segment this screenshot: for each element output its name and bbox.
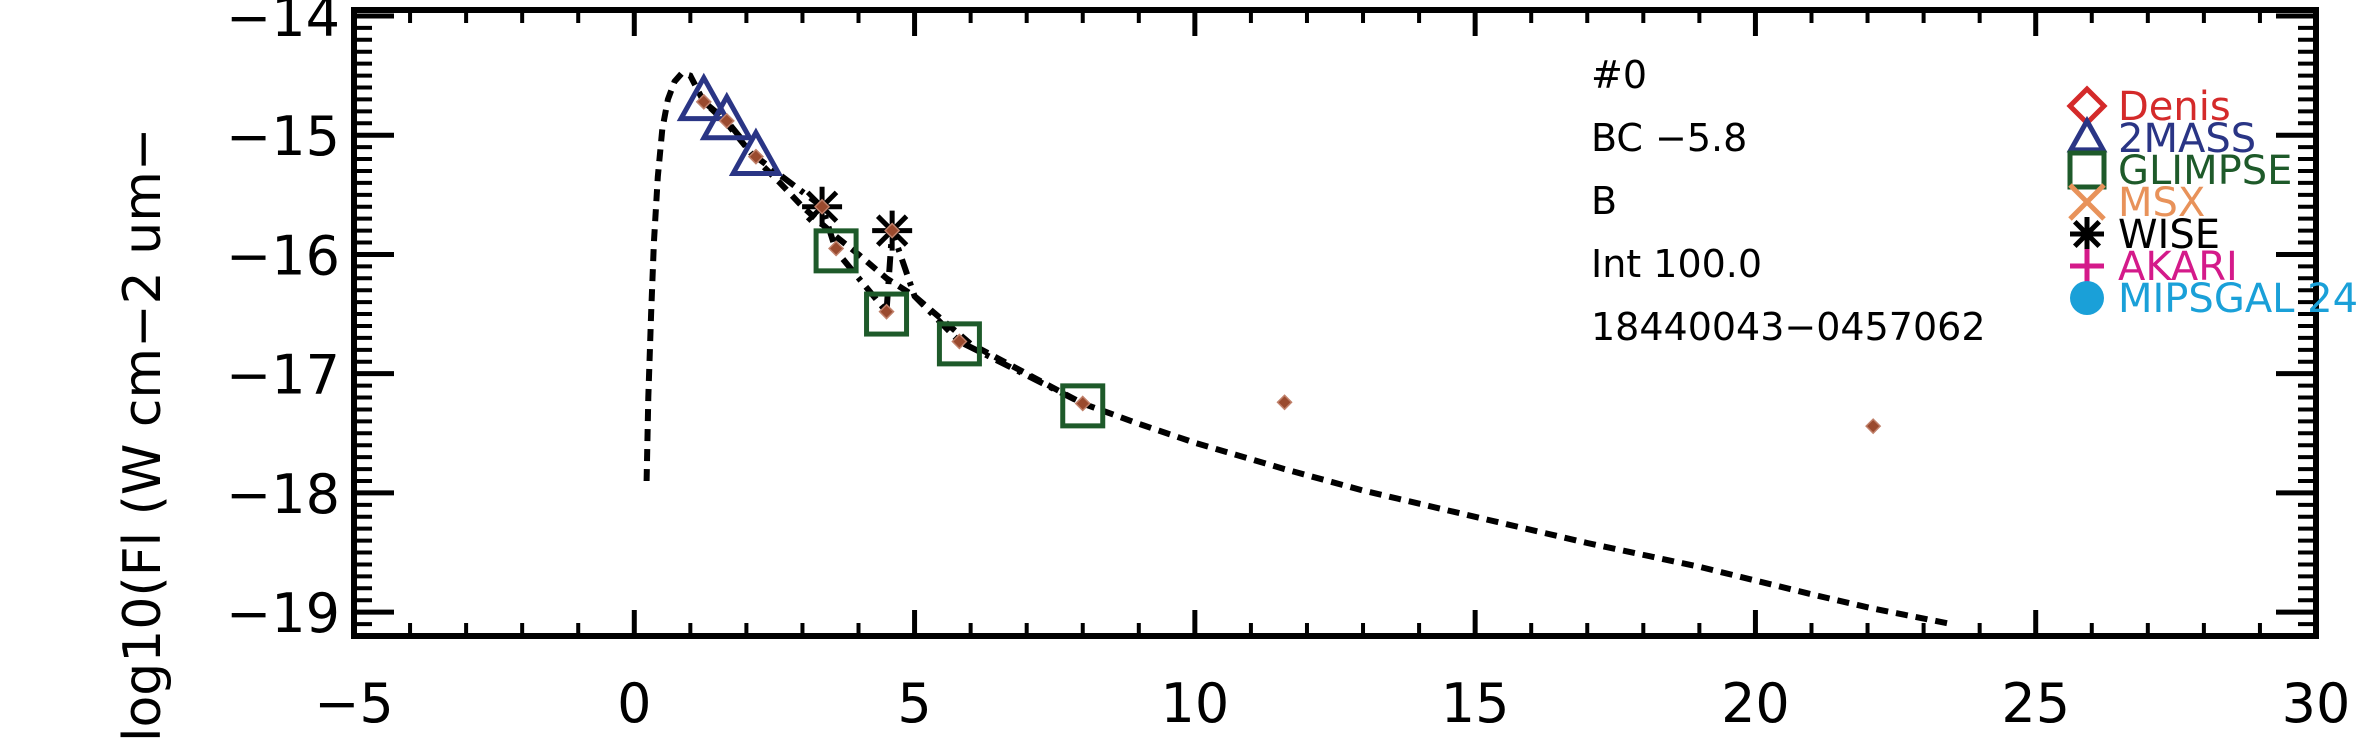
x-tick-label: 5	[897, 672, 931, 735]
x-tick-label: 20	[1721, 672, 1790, 735]
y-tick-label: −16	[226, 224, 340, 287]
y-tick-label: −18	[226, 463, 340, 526]
x-tick-label: 25	[2001, 672, 2070, 735]
model-flux-point	[695, 93, 712, 110]
model-flux-point	[884, 222, 901, 239]
legend-wise-marker	[2070, 217, 2104, 251]
y-tick-label: −15	[226, 105, 340, 168]
model-flux-point	[951, 333, 968, 350]
y-tick-label: −14	[226, 0, 340, 49]
x-tick-label: −5	[314, 672, 394, 735]
glimpse-marker	[813, 228, 859, 274]
legend-glimpse-marker	[2067, 150, 2107, 190]
legend-label-glimpse: GLIMPSE	[2118, 148, 2292, 194]
2mass-marker	[728, 127, 783, 176]
legend-label-denis: Denis	[2118, 84, 2231, 130]
model-flux-point	[1865, 418, 1882, 435]
y-axis-title: log10(Fl (W cm−2 um−	[113, 128, 173, 742]
legend-akari-marker	[2070, 249, 2104, 283]
2mass-marker	[676, 72, 731, 122]
model-flux-point	[828, 240, 845, 257]
axis-tick-labels: −5 0 5 10 15 20 25 30 −19 −18 −17 −16 −15 −14	[226, 0, 2350, 735]
legend-label-akari: AKARI	[2118, 244, 2238, 290]
model-flux-point	[1074, 395, 1091, 412]
data-markers	[676, 72, 1882, 435]
x-tick-label: 10	[1160, 672, 1229, 735]
legend-label-2mass: 2MASS	[2118, 116, 2256, 162]
model-flux-point	[878, 303, 895, 320]
x-tick-label: 15	[1441, 672, 1510, 735]
info-line: BC −5.8	[1591, 116, 1747, 160]
axis-ticks	[351, 10, 2319, 638]
info-line: 18440043−0457062	[1591, 305, 1986, 349]
legend-msx-marker	[2068, 183, 2106, 221]
info-line: Int 100.0	[1591, 242, 1762, 286]
info-line: #0	[1591, 53, 1647, 97]
model-flux-point	[814, 198, 831, 215]
plot-frame	[351, 7, 2319, 639]
legend-mipsgal-24-marker	[2070, 281, 2104, 315]
model-flux-point	[1276, 394, 1293, 411]
model-flux-point	[718, 112, 735, 129]
legend-2mass-marker	[2066, 115, 2108, 153]
y-tick-label: −19	[226, 582, 340, 645]
x-tick-label: 30	[2282, 672, 2351, 735]
legend-label-wise: WISE	[2118, 212, 2220, 258]
2mass-marker	[699, 91, 754, 141]
info-line: B	[1591, 179, 1617, 223]
legend-label-msx: MSX	[2118, 180, 2205, 226]
observed-dash-dot-line	[701, 99, 1085, 407]
y-axis-label: log10(Fl (W cm−2 um−	[113, 128, 173, 742]
y-tick-label: −17	[226, 344, 340, 407]
glimpse-marker	[1060, 383, 1106, 429]
glimpse-marker	[936, 321, 982, 367]
model-flux-point	[747, 148, 764, 165]
x-tick-label: 0	[617, 672, 651, 735]
info-annotation: #0 BC −5.8 B Int 100.0 18440043−0457062	[1591, 53, 1986, 349]
glimpse-marker	[864, 291, 910, 337]
legend-label-mipsgal-24: MIPSGAL 24	[2118, 276, 2358, 322]
